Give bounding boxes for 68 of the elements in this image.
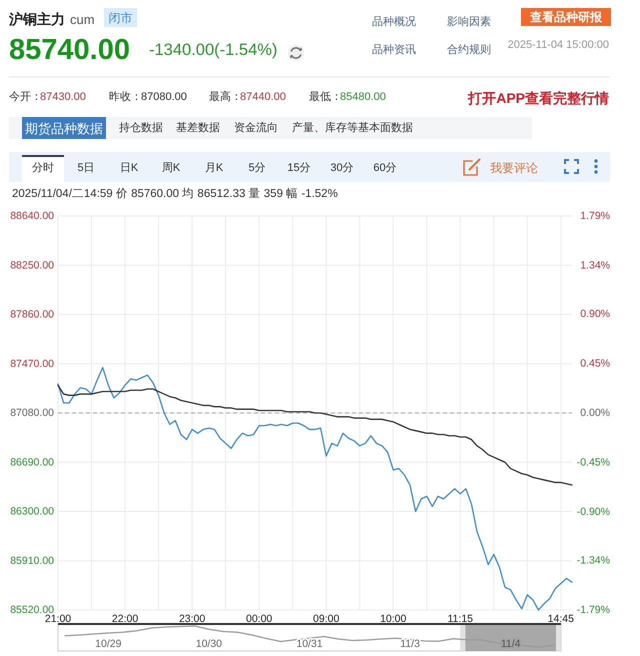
y-tick-label: 85520.00 xyxy=(10,604,54,616)
y-tick-label: 86300.00 xyxy=(10,506,54,518)
text: 昨收： xyxy=(109,91,142,103)
y2-tick-label: -0.45% xyxy=(576,456,610,469)
text: 期货品种数据 xyxy=(25,120,103,136)
text: 产量、库存等基本面数据 xyxy=(292,121,413,134)
x-tick-label: 10:00 xyxy=(380,613,407,625)
y2-tick-label: -0.90% xyxy=(576,506,610,518)
y2-tick-label: 0.90% xyxy=(580,308,610,320)
x-tick-label: 11:15 xyxy=(448,613,474,625)
x-tick-label: 10/30 xyxy=(196,638,222,650)
text: 基差数据 xyxy=(176,121,220,134)
y2-tick-label: 1.79% xyxy=(580,210,610,222)
x-tick-label: 11/3 xyxy=(400,638,420,650)
text: 影响因素 xyxy=(447,15,491,28)
y-tick-label: 87860.00 xyxy=(10,308,54,320)
text: 85480.00 xyxy=(340,91,386,103)
text: 品种概况 xyxy=(372,15,416,28)
text: 30分 xyxy=(330,162,354,174)
line-series xyxy=(57,384,573,486)
x-tick-label: 14:45 xyxy=(548,613,574,625)
text: 打开APP查看完整行情 xyxy=(467,90,609,106)
text: 今开： xyxy=(9,91,42,103)
text: 合约规则 xyxy=(447,43,491,56)
chart-subtitle: 2025/11/04/二14:59 价 85760.00 均 86512.33 量 359 幅 -1.52% xyxy=(12,187,338,200)
text: 持仓数据 xyxy=(119,122,163,134)
text: 87430.00 xyxy=(40,91,86,103)
y2-tick-label: 0.00% xyxy=(580,407,610,419)
x-tick-label: 22:00 xyxy=(112,613,138,625)
y2-tick-label: 1.34% xyxy=(580,260,610,272)
y2-tick-label: 0.45% xyxy=(580,357,610,370)
y2-tick-label: -1.79% xyxy=(576,604,610,616)
text: 5分 xyxy=(248,162,266,174)
y-tick-label: 87080.00 xyxy=(10,407,54,419)
text: 5日 xyxy=(77,162,95,174)
text: cum xyxy=(70,12,95,26)
text: 最高： xyxy=(209,90,242,103)
chart-title: 沪铜主力 xyxy=(8,11,65,27)
y-tick-label: 87470.00 xyxy=(10,358,54,370)
text: 周K xyxy=(162,162,181,174)
y-tick-label: 88640.00 xyxy=(10,210,54,222)
text: 闭市 xyxy=(108,11,132,25)
y-tick-label: 86690.00 xyxy=(10,456,54,468)
text: 85740.00 xyxy=(9,34,130,66)
text: 15分 xyxy=(287,162,311,174)
text: 2025-11-04 15:00:00 xyxy=(508,39,609,51)
x-tick-label: 21:00 xyxy=(44,613,72,625)
x-tick-label: 00:00 xyxy=(246,613,272,625)
x-tick-label: 11/4 xyxy=(500,638,521,650)
y-tick-label: 88250.00 xyxy=(10,259,54,272)
text: 品种资讯 xyxy=(372,43,416,56)
x-tick-label: 10/29 xyxy=(95,638,122,650)
text: 我要评论 xyxy=(490,161,538,175)
text: 60分 xyxy=(373,162,397,174)
x-tick-label: 10/31 xyxy=(296,638,323,650)
text: 最低： xyxy=(309,91,342,103)
text: 87440.00 xyxy=(240,91,286,103)
text: 月K xyxy=(204,162,224,174)
x-tick-label: 09:00 xyxy=(313,613,340,625)
y-tick-label: 85910.00 xyxy=(10,554,54,567)
text: -1340.00(-1.54%) xyxy=(149,41,278,59)
text: 日K xyxy=(120,162,139,174)
x-tick-label: 23:00 xyxy=(178,613,206,625)
text: 87080.00 xyxy=(141,91,187,103)
y2-tick-label: -1.34% xyxy=(576,554,610,566)
text: 分时 xyxy=(32,161,54,174)
text: 资金流向 xyxy=(234,121,278,134)
text: 查看品种研报 xyxy=(529,10,603,24)
